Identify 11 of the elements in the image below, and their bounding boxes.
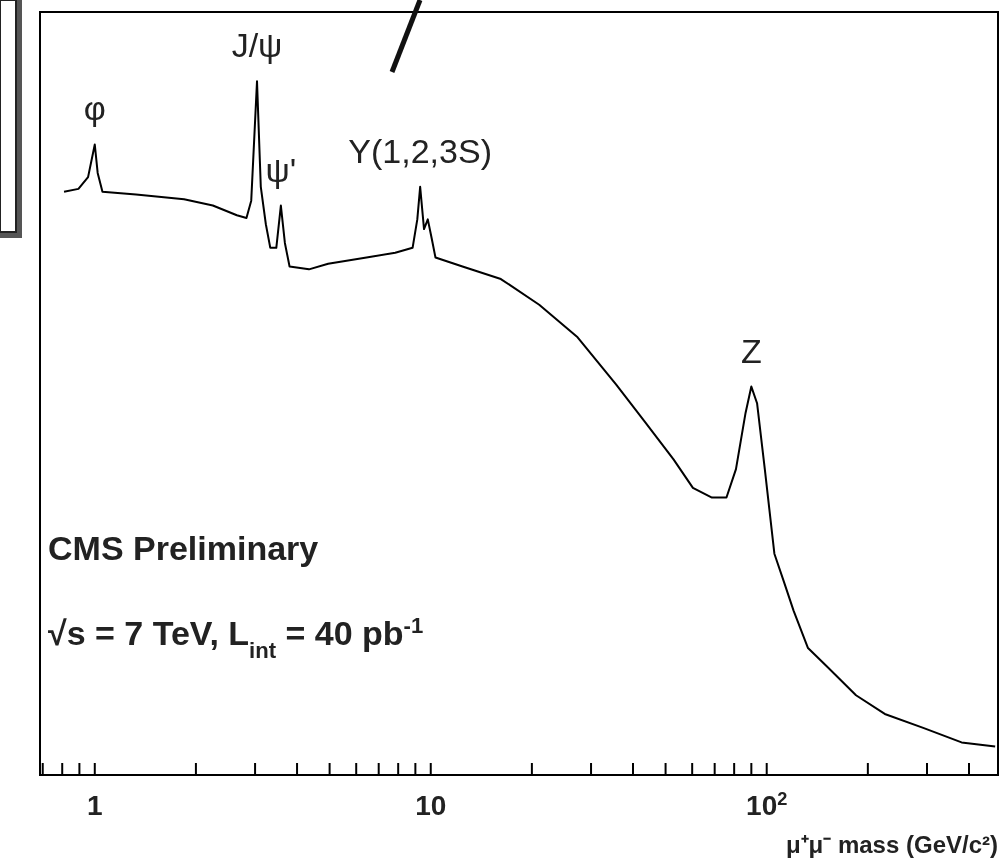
x-axis-title: μ⁺μ⁻ mass (GeV/c²) [785, 831, 998, 858]
x-tick-label: 1 [86, 790, 103, 821]
annotation: ψ' [265, 150, 297, 189]
annotation: Υ(1,2,3S) [348, 131, 492, 170]
x-tick-label: 10$^{2}$ [746, 789, 788, 821]
x-tick-label: 10 [415, 790, 447, 821]
annotation: √s = 7 TeV, L$_{int}$ = 40 pb$^{-1}$ [48, 612, 424, 663]
annotation: φ [83, 89, 106, 128]
annotation: J/ψ [231, 26, 283, 65]
annotation: CMS Preliminary [48, 529, 319, 567]
annotation: Z [740, 331, 762, 370]
